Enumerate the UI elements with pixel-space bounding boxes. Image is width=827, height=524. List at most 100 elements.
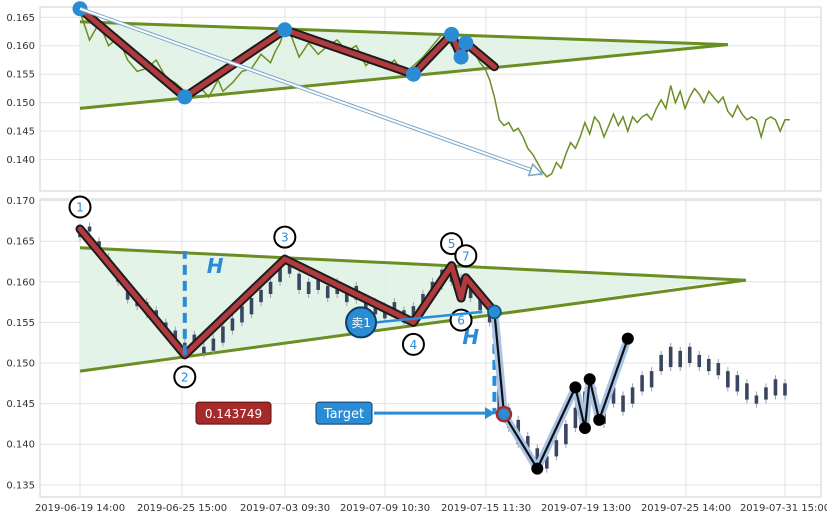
wave-label: 6	[457, 314, 465, 328]
candle	[316, 277, 320, 290]
candle	[202, 346, 206, 354]
wave-label: 7	[462, 249, 470, 263]
candle	[764, 387, 768, 400]
candle	[564, 423, 568, 445]
y-tick-label: 0.140	[6, 440, 35, 451]
candle	[259, 289, 263, 303]
candle	[325, 285, 330, 299]
pivot-dot	[405, 66, 421, 82]
candle	[306, 281, 311, 295]
target-arrowhead	[484, 407, 495, 420]
candle	[630, 387, 635, 404]
candle	[249, 298, 254, 315]
height-label: H	[207, 254, 224, 278]
outcome-dot	[578, 421, 591, 434]
wave-label: 3	[281, 231, 289, 245]
x-tick-label: 2019-06-25 15:00	[137, 503, 227, 514]
pivot-dot	[458, 35, 474, 51]
wave-label: 4	[410, 338, 418, 352]
y-tick-label: 0.150	[6, 98, 35, 109]
x-tick-label: 2019-07-03 09:30	[240, 503, 330, 514]
candle	[573, 407, 578, 428]
candle	[611, 387, 616, 404]
target-point	[495, 405, 513, 423]
pivot-dot	[444, 26, 460, 42]
outcome-dot	[531, 462, 544, 475]
upper-trendline	[79, 246, 746, 282]
candle	[773, 379, 778, 396]
candle	[659, 354, 663, 372]
candle	[687, 346, 692, 364]
wave-label: 5	[448, 237, 456, 251]
candle	[726, 371, 730, 388]
outcome-dot	[621, 332, 634, 345]
wave-label: 2	[181, 370, 189, 384]
breakout-dot	[487, 304, 502, 320]
y-tick-label: 0.160	[6, 277, 35, 288]
candle	[411, 306, 416, 321]
price-line	[79, 11, 790, 178]
wave-path	[77, 226, 497, 358]
x-tick-label: 2019-06-19 14:00	[35, 503, 125, 514]
candle	[621, 395, 625, 412]
wave-label-circle	[401, 332, 425, 356]
candle	[554, 440, 559, 457]
candle	[211, 338, 216, 351]
x-tick-label: 2019-07-09 10:30	[340, 503, 430, 514]
candle	[716, 363, 721, 376]
candle	[706, 358, 711, 372]
candle	[478, 294, 482, 311]
candle	[649, 371, 654, 388]
x-tick-label: 2019-07-15 11:30	[441, 503, 531, 514]
candle	[230, 318, 235, 331]
candle	[678, 350, 683, 368]
target-label: Target	[323, 407, 364, 422]
price-line-panel: 0.165 0.160 0.155 0.150 0.145 0.140	[6, 1, 822, 192]
candle	[287, 261, 292, 274]
candle	[754, 395, 759, 404]
y-tick-label: 0.135	[6, 480, 35, 491]
sell-signal-badge	[345, 306, 378, 339]
outcome-dot	[583, 373, 596, 386]
candle	[364, 298, 368, 311]
y-tick-label: 0.165	[6, 13, 35, 24]
candle	[535, 448, 540, 465]
wave-label: 1	[76, 201, 84, 215]
y-tick-label: 0.155	[6, 318, 35, 329]
y-tick-label: 0.145	[6, 399, 35, 410]
projection-arrow-core	[79, 7, 543, 175]
candle	[87, 226, 92, 232]
candle	[545, 456, 549, 469]
candle	[668, 346, 673, 368]
outcome-dot	[569, 381, 582, 394]
wave-label-circle	[273, 225, 297, 249]
candle	[278, 265, 282, 282]
candle	[745, 383, 749, 400]
pivot-dot	[453, 49, 469, 65]
x-tick-label: 2019-07-31 15:00	[740, 503, 827, 514]
y-tick-label: 0.150	[6, 359, 35, 370]
y-tick-label: 0.170	[6, 196, 35, 207]
upper-trendline	[79, 20, 728, 47]
outcome-dot	[593, 413, 606, 426]
candle	[697, 354, 702, 368]
projection-arrowhead	[527, 162, 544, 177]
pivot-dot	[277, 22, 293, 38]
candle	[735, 375, 740, 392]
x-tick-label: 2019-07-19 13:00	[541, 503, 631, 514]
target-badge	[315, 401, 373, 425]
candle	[297, 273, 301, 290]
candle	[173, 330, 178, 339]
outcome-path	[493, 311, 629, 470]
candle	[344, 289, 349, 303]
target-price-label: 0.143749	[205, 407, 262, 421]
target-price-badge	[195, 401, 272, 425]
sell-signal-label: 卖1	[351, 316, 371, 330]
y-tick-label: 0.155	[6, 70, 35, 81]
candle	[240, 306, 244, 323]
wave-label-circle	[454, 244, 478, 268]
target-height-label: H	[462, 325, 479, 349]
wave-label-circle	[68, 195, 92, 219]
